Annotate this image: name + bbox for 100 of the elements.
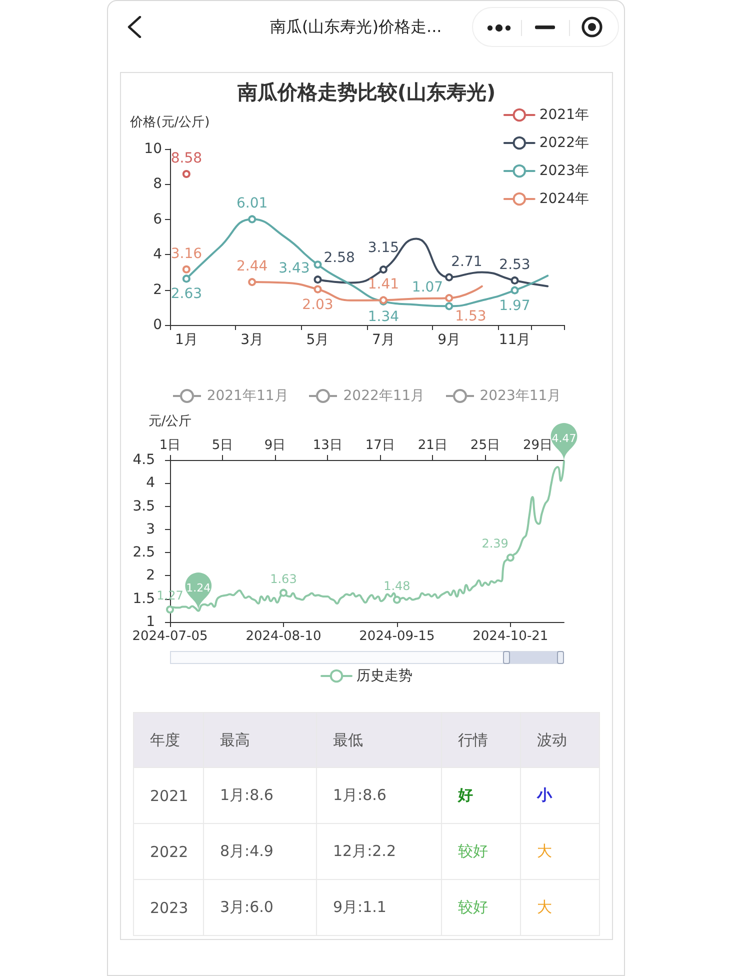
x2-tick-label: 21日 bbox=[418, 438, 448, 453]
category-label: 年度 bbox=[134, 712, 204, 768]
text: 2021年11月 bbox=[206, 388, 288, 404]
legend-label: 历史走势 bbox=[356, 668, 412, 684]
data-label: 1.53 bbox=[455, 308, 486, 325]
data-label: 2.44 bbox=[236, 258, 268, 275]
x-tick-label: 9月 bbox=[438, 332, 461, 348]
text: 较好 bbox=[458, 898, 488, 916]
text: 2023 bbox=[150, 898, 188, 916]
point bbox=[445, 294, 454, 302]
chart-title: 南瓜价格走势比较(山东寿光) bbox=[236, 80, 496, 104]
x-tick-label: 1月 bbox=[174, 332, 198, 348]
text: 好 bbox=[458, 786, 473, 804]
text: 较好 bbox=[458, 842, 488, 860]
data-label: 1.63 bbox=[270, 572, 297, 586]
point bbox=[379, 266, 388, 274]
y-tick-label: 4.5 bbox=[132, 452, 155, 468]
data-label: 2.58 bbox=[324, 250, 355, 266]
x-tick-label: 3月 bbox=[240, 332, 264, 348]
point bbox=[314, 276, 322, 284]
text: 2023年11月 bbox=[480, 388, 562, 404]
legend-label: 2022年 bbox=[539, 135, 590, 151]
data-label: 2.03 bbox=[302, 296, 334, 313]
y-tick-label: 1.5 bbox=[132, 590, 155, 607]
point bbox=[445, 273, 454, 282]
x-tick-label: 7月 bbox=[372, 332, 395, 348]
y-tick-label: 4 bbox=[146, 475, 156, 492]
annotation: 4.47 bbox=[552, 432, 576, 445]
point bbox=[182, 170, 190, 178]
text: 2022 bbox=[150, 842, 188, 860]
y-tick-label: 10 bbox=[144, 141, 162, 157]
y-tick-label: 8 bbox=[153, 176, 162, 192]
point bbox=[445, 302, 454, 310]
x2-tick-label: 13日 bbox=[312, 438, 342, 453]
x2-tick-label: 5日 bbox=[212, 438, 234, 453]
data-label: 1.07 bbox=[412, 280, 444, 296]
point bbox=[314, 285, 322, 294]
data-label: 1.97 bbox=[499, 298, 530, 314]
y-tick-label: 4 bbox=[153, 246, 162, 263]
y-axis-title: 价格(元/公斤) bbox=[129, 115, 210, 130]
category-label: 行情 bbox=[442, 712, 520, 768]
point bbox=[314, 260, 322, 269]
text: 大 bbox=[537, 842, 552, 860]
y-axis-title: 元/公斤 bbox=[148, 414, 192, 429]
point bbox=[392, 596, 401, 604]
x-tick-label: 11月 bbox=[498, 332, 531, 348]
data-label: 8.58 bbox=[170, 150, 202, 166]
text: 1月:8.6 bbox=[333, 786, 386, 804]
y-tick-label: 6 bbox=[153, 211, 162, 228]
data-label: 6.01 bbox=[236, 196, 268, 212]
annotation: 1.24 bbox=[186, 581, 211, 594]
legend-label: 2023年 bbox=[539, 163, 590, 179]
y-tick-label: 3 bbox=[146, 521, 155, 538]
point bbox=[182, 265, 190, 274]
point bbox=[279, 588, 288, 597]
x-tick-label: 2024-07-05 bbox=[132, 629, 208, 644]
y-tick-label: 1 bbox=[146, 614, 155, 630]
point bbox=[248, 215, 256, 224]
x-tick-label: 5月 bbox=[306, 332, 330, 348]
data-label: 1.48 bbox=[384, 578, 410, 593]
data-label: 1.41 bbox=[368, 276, 400, 293]
text: 8月:4.9 bbox=[220, 842, 274, 860]
text: 3月:6.0 bbox=[220, 898, 274, 916]
point bbox=[248, 278, 256, 286]
x2-tick-label: 9日 bbox=[264, 438, 286, 453]
text: 9月:1.1 bbox=[333, 898, 386, 916]
x2-tick-label: 25日 bbox=[470, 438, 500, 453]
y-tick-label: 0 bbox=[153, 317, 162, 333]
data-label: 1.34 bbox=[368, 308, 400, 325]
category-label: 最低 bbox=[316, 712, 442, 768]
text: 南瓜(山东寿光)价格走... bbox=[270, 16, 442, 38]
category-label: 最高 bbox=[204, 712, 316, 768]
data-label: 2.63 bbox=[170, 286, 202, 302]
point bbox=[166, 606, 174, 614]
text: 小 bbox=[537, 786, 552, 804]
data-label: 2.53 bbox=[499, 256, 530, 273]
data-label: 2.39 bbox=[482, 536, 508, 551]
y-tick-label: 3.5 bbox=[132, 498, 155, 514]
text: 2022年11月 bbox=[343, 388, 425, 404]
data-label: 2.71 bbox=[451, 254, 482, 270]
x-tick-label: 2024-08-10 bbox=[246, 629, 322, 644]
x2-tick-label: 17日 bbox=[365, 438, 395, 453]
y-tick-label: 2 bbox=[146, 568, 155, 584]
text: 2021 bbox=[150, 786, 188, 804]
x2-tick-label: 29日 bbox=[522, 438, 553, 453]
x-tick-label: 2024-10-21 bbox=[472, 629, 548, 644]
text: 大 bbox=[537, 898, 552, 916]
data-label: 3.43 bbox=[278, 260, 310, 277]
y-tick-label: 2.5 bbox=[132, 544, 155, 561]
legend-label: 2024年 bbox=[539, 191, 590, 207]
point bbox=[182, 274, 190, 283]
data-label: 3.16 bbox=[170, 246, 202, 262]
text: 1月:8.6 bbox=[220, 786, 274, 804]
legend-label: 2021年 bbox=[539, 107, 590, 123]
point bbox=[510, 276, 519, 284]
x2-tick-label: 1日 bbox=[159, 438, 181, 453]
text: 12月:2.2 bbox=[333, 842, 396, 860]
data-label: 3.15 bbox=[368, 240, 400, 256]
x-tick-label: 2024-09-15 bbox=[359, 629, 435, 644]
category-label: 波动 bbox=[520, 712, 600, 768]
